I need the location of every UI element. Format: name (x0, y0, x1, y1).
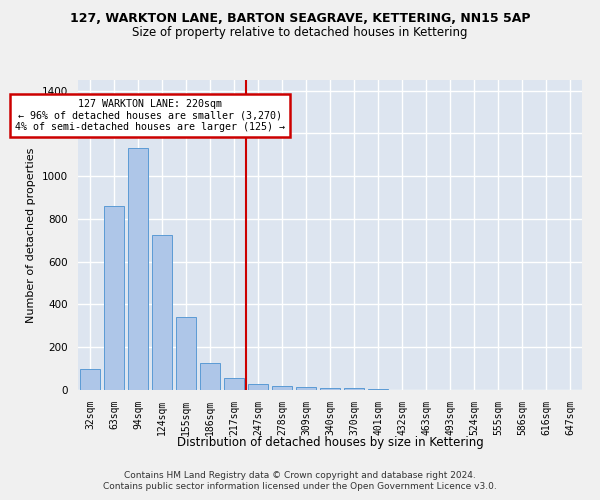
Text: Contains HM Land Registry data © Crown copyright and database right 2024.: Contains HM Land Registry data © Crown c… (124, 471, 476, 480)
Y-axis label: Number of detached properties: Number of detached properties (26, 148, 37, 322)
Bar (128, 148, 148, 390)
Text: 127 WARKTON LANE: 220sqm
← 96% of detached houses are smaller (3,270)
4% of semi: 127 WARKTON LANE: 220sqm ← 96% of detach… (15, 99, 285, 132)
Bar (248, 384, 268, 390)
Bar (152, 235, 172, 390)
Bar (272, 386, 292, 390)
Bar (80, 368, 100, 390)
Text: Size of property relative to detached houses in Kettering: Size of property relative to detached ho… (132, 26, 468, 39)
Text: 127, WARKTON LANE, BARTON SEAGRAVE, KETTERING, NN15 5AP: 127, WARKTON LANE, BARTON SEAGRAVE, KETT… (70, 12, 530, 26)
Bar (224, 378, 244, 390)
Text: Contains public sector information licensed under the Open Government Licence v3: Contains public sector information licen… (103, 482, 497, 491)
Bar (176, 318, 196, 390)
Bar (104, 206, 124, 390)
Bar (368, 389, 388, 390)
Text: Distribution of detached houses by size in Kettering: Distribution of detached houses by size … (176, 436, 484, 449)
Bar (344, 388, 364, 390)
Bar (200, 364, 220, 390)
Bar (296, 387, 316, 390)
Bar (320, 388, 340, 390)
